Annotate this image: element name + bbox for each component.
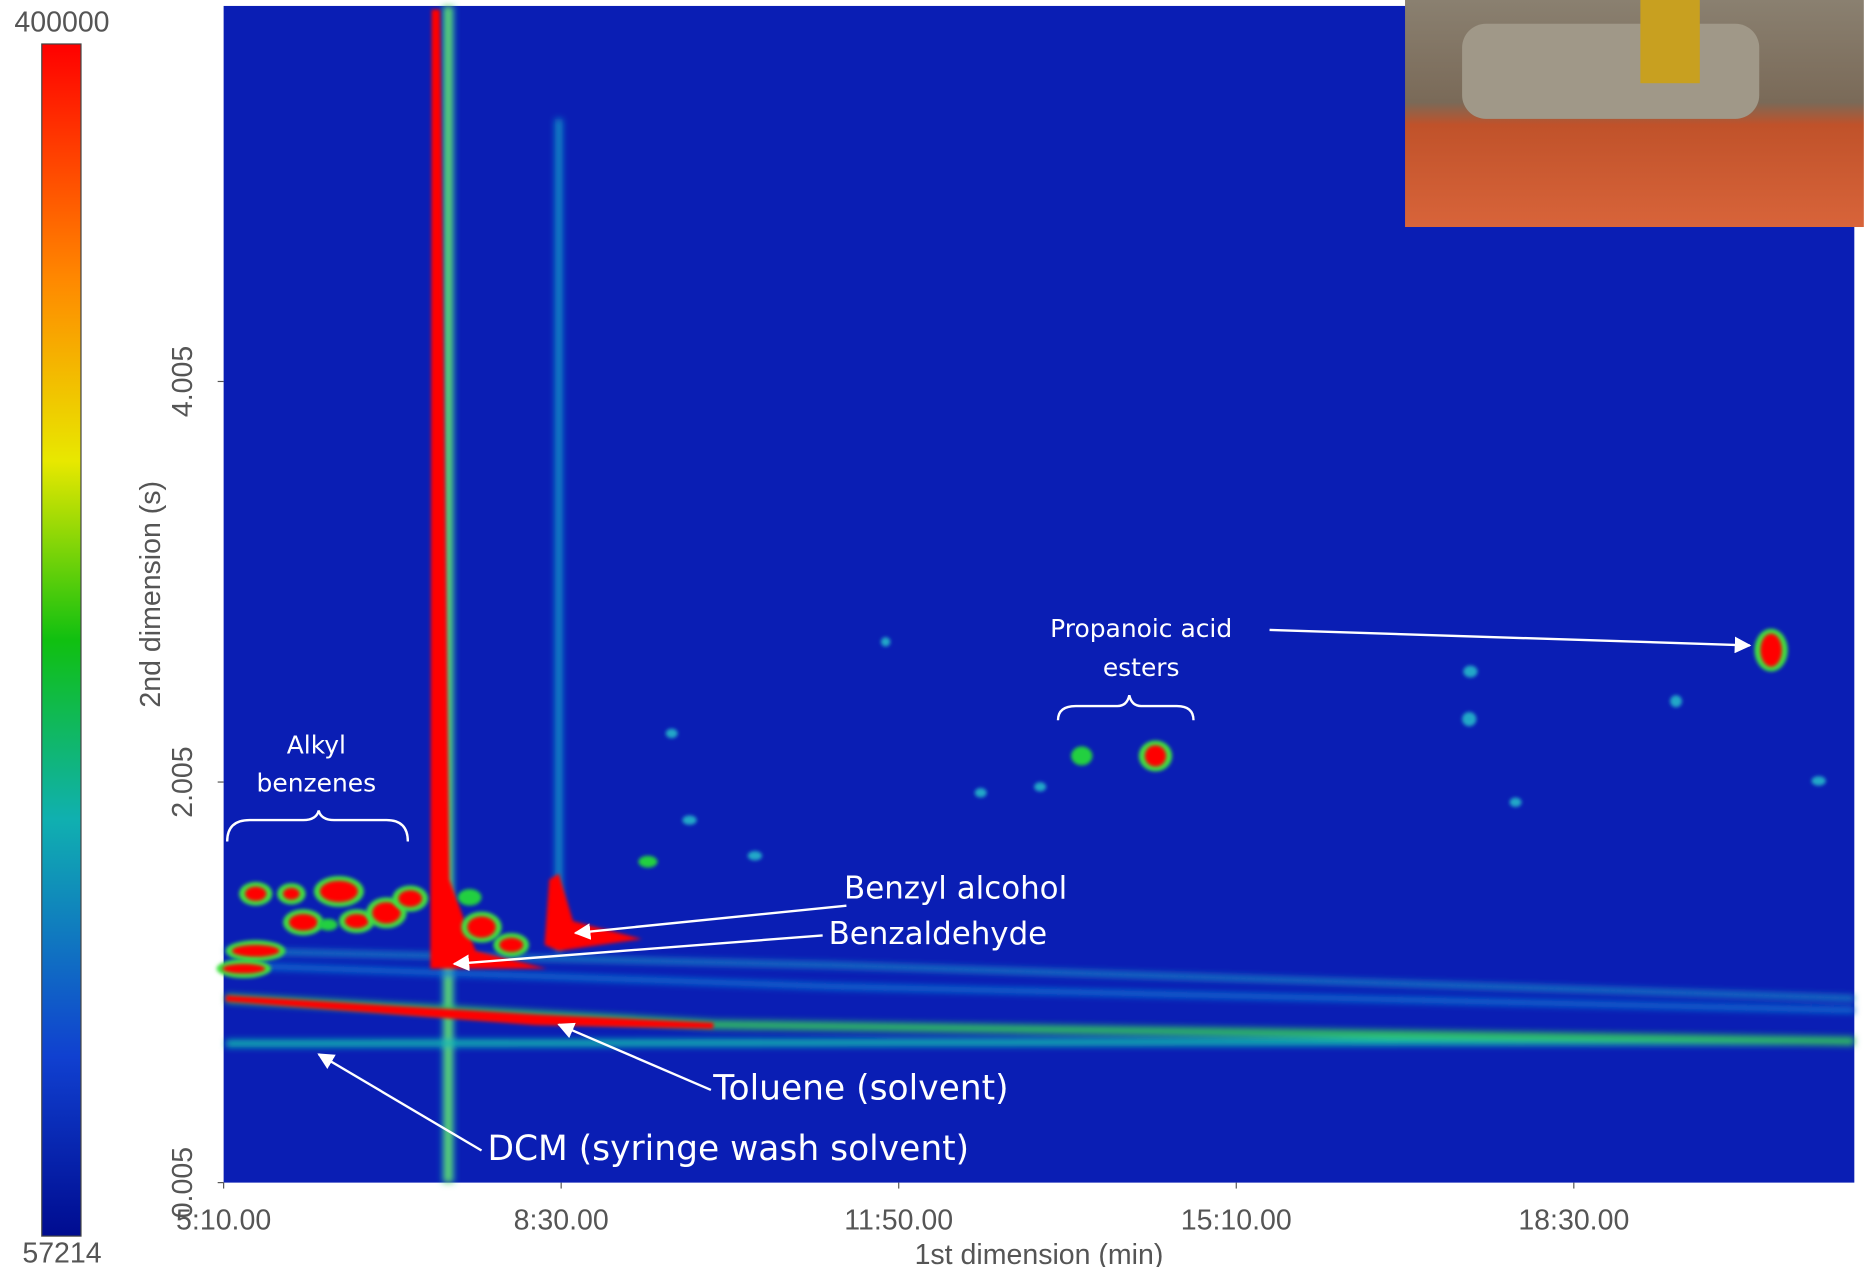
annotation: esters (1103, 653, 1180, 682)
peak (1034, 782, 1046, 792)
x-tick-label: 11:50.00 (844, 1204, 953, 1236)
x-tick-label: 8:30.00 (514, 1204, 609, 1236)
peak (499, 938, 523, 952)
peak (222, 964, 265, 974)
peak (319, 919, 338, 931)
y-axis-label: 2nd dimension (s) (135, 481, 167, 708)
annotation: Toluene (solvent) (712, 1068, 1008, 1108)
peak (666, 729, 678, 739)
chart: 400000 57214 1st dimension (min) 2nd dim… (0, 0, 1864, 1267)
x-axis-label: 1st dimension (min) (915, 1239, 1164, 1267)
peak (458, 889, 482, 906)
peak (289, 914, 318, 931)
peak (1462, 712, 1476, 726)
peak (748, 851, 762, 861)
inset-photo-machine (1640, 0, 1699, 83)
peak (1812, 776, 1826, 786)
peak (1670, 695, 1682, 707)
peak (232, 945, 280, 957)
annotation: Benzyl alcohol (844, 871, 1067, 907)
peak (682, 815, 696, 825)
colorbar-min-label: 57214 (22, 1238, 101, 1267)
peak (1145, 745, 1166, 766)
peak (1463, 666, 1477, 678)
annotation: Propanoic acid (1050, 614, 1232, 643)
colorbar-max-label: 400000 (14, 6, 109, 38)
peak (1510, 798, 1522, 808)
peak (245, 887, 266, 901)
annotation: Alkyl (287, 730, 346, 759)
y-tick-label: 2.005 (167, 746, 199, 817)
x-tick-label: 15:10.00 (1181, 1204, 1292, 1236)
y-tick-label: 4.005 (167, 346, 199, 417)
peak (345, 914, 369, 928)
peak (881, 637, 891, 647)
peak (320, 881, 358, 902)
peak (1760, 634, 1781, 667)
peak (467, 916, 496, 937)
inset-photo-drum (1462, 24, 1759, 119)
annotation: DCM (syringe wash solvent) (487, 1129, 969, 1169)
peak (283, 888, 300, 900)
peak (1071, 746, 1092, 765)
peak (975, 788, 987, 798)
peak (398, 890, 422, 907)
y-tick-label: 0.005 (167, 1147, 199, 1218)
peak (638, 856, 657, 868)
colorbar (42, 44, 81, 1236)
annotation: benzenes (257, 768, 377, 797)
x-tick-label: 18:30.00 (1518, 1204, 1629, 1236)
annotation: Benzaldehyde (829, 916, 1048, 952)
